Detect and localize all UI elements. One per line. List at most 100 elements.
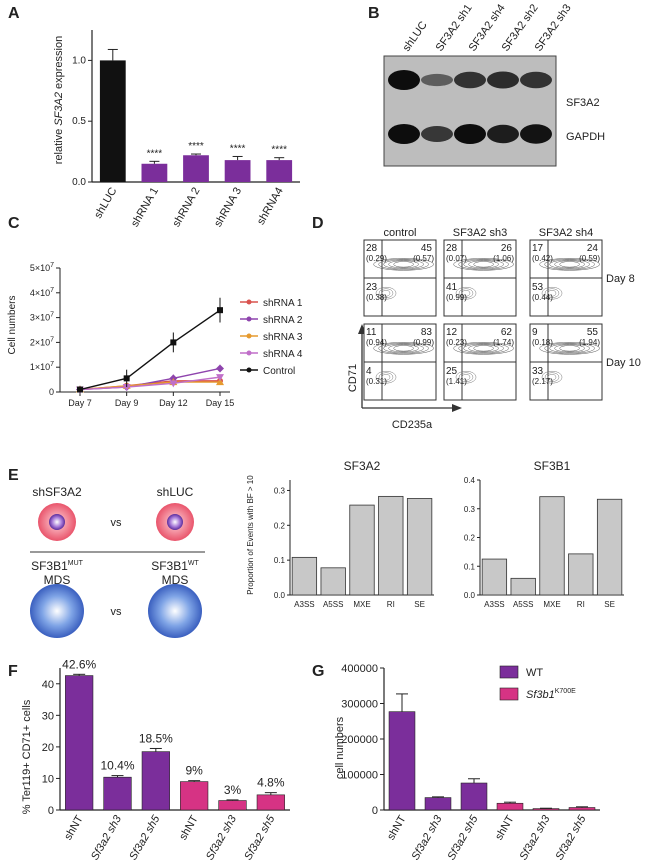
panel-e-bar [406, 498, 433, 596]
flow-contour [458, 342, 509, 354]
panel-f-bar [65, 675, 94, 811]
band-sf3a2 [487, 71, 519, 89]
panel-f-x-tick-label: shNT [62, 813, 86, 842]
panel-a-bar [141, 163, 168, 182]
legend-label: shRNA 1 [263, 298, 303, 309]
panel-a-bar [99, 60, 126, 182]
sf3b1-wt-sup: WT [188, 560, 200, 567]
panel-e-y-axis-label: Proportion of Events with BF > 10 [246, 475, 255, 595]
flow-contour [455, 286, 477, 300]
panel-d-flow-cytometry: CD71 CD235a control SF3A2 sh3 SF3A2 sh4 Day… [347, 227, 641, 431]
panel-f-value-label: 10.4% [100, 759, 134, 773]
flow-contour [393, 261, 414, 268]
panel-f-x-tick-label: Sf3a2 sh3 [204, 813, 240, 863]
flow-contour [388, 344, 419, 353]
flow-contour [554, 260, 585, 269]
quadrant-tr-value: 26 [501, 243, 513, 254]
panel-g-y-tick-label: 100000 [341, 770, 378, 782]
series-marker [170, 339, 177, 346]
panel-c-line-chart: Cell numbers 01×1072×1073×1074×1075×107D… [7, 262, 303, 408]
series-marker [123, 375, 130, 382]
band-gapdh [520, 124, 552, 144]
flow-contour [373, 258, 434, 271]
sf3b1-mut-name: SF3B1 [31, 559, 68, 573]
panel-c-y-tick-label: 0 [49, 387, 54, 397]
panel-e-y-tick-label: 0.3 [464, 505, 476, 514]
quadrant-tl-value: 17 [532, 243, 544, 254]
quadrant-bl-value: 23 [366, 282, 378, 293]
panel-e-chart-title: SF3A2 [344, 459, 381, 473]
series-marker [216, 364, 224, 373]
label-shsf3a2: shSF3A2 [32, 485, 82, 499]
panel-e-x-tick-label: A3SS [294, 600, 314, 609]
flow-contour [541, 286, 563, 300]
series-marker [216, 374, 224, 382]
flow-contour [463, 343, 504, 353]
panel-e-y-tick-label: 0.1 [274, 556, 286, 565]
legend-label: Control [263, 366, 295, 377]
panel-c-y-tick-label: 2×107 [30, 336, 54, 347]
panel-f-bar [103, 776, 132, 811]
panel-e-bar-charts: Proportion of Events with BF > 10 SF3A2 0… [246, 459, 624, 609]
legend-name: Sf3b1 [526, 689, 555, 701]
panel-f-y-tick-label: 20 [42, 742, 54, 754]
panel-e-x-tick-label: A3SS [484, 600, 504, 609]
panel-f-y-tick-label: 10 [42, 773, 54, 785]
legend-superscript: K700E [555, 688, 576, 695]
panel-label-c: C [8, 215, 20, 232]
sf3b1-wt-name: SF3B1 [151, 559, 188, 573]
tick-base: 1×10 [30, 362, 50, 372]
panel-f-value-label: 18.5% [139, 731, 173, 745]
flow-contour [455, 370, 477, 384]
series-marker [216, 378, 224, 386]
flow-contour [468, 344, 499, 353]
panel-f-bar [218, 800, 247, 811]
panel-d-x-axis-label: CD235a [392, 419, 433, 431]
panel-e-chart-title: SF3B1 [534, 459, 571, 473]
band-sf3a2 [520, 71, 552, 89]
panel-a-x-tick-label: shRNA4 [255, 186, 286, 227]
label-shluc: shLUC [157, 485, 194, 499]
panel-e-y-tick-label: 0.4 [464, 476, 476, 485]
tick-exponent: 7 [50, 287, 54, 294]
panel-a-bar [224, 160, 251, 182]
band-gapdh [421, 126, 453, 142]
legend-swatch-marker [246, 333, 252, 339]
legend-label: WT [526, 667, 543, 679]
panel-g-bar [424, 797, 452, 811]
quadrant-tr-value: 62 [501, 327, 513, 338]
flow-contour [393, 345, 414, 352]
vs-text-top: vs [111, 517, 123, 529]
flow-day-label: Day 8 [606, 273, 635, 285]
label-sf3b1-wt: SF3B1WT [151, 559, 199, 573]
flow-contour [383, 343, 424, 353]
quadrant-bl-pct: (1.41) [446, 377, 467, 386]
panel-a-y-axis-label: relative SF3A2 expression [53, 36, 65, 164]
band-gapdh [487, 124, 519, 144]
panel-d-y-axis-label: CD71 [347, 364, 359, 392]
cell-icon-sf3b1-mut [30, 584, 84, 638]
panel-g-x-tick-label: shNT [385, 813, 409, 842]
flow-contour [383, 259, 424, 269]
panel-e-bar [320, 567, 346, 596]
panel-e-bar [568, 553, 594, 596]
tick-base: 2×10 [30, 337, 50, 347]
flow-column-title: SF3A2 sh3 [453, 227, 507, 239]
series-marker [77, 386, 83, 393]
quadrant-tl-pct: (0.42) [532, 254, 553, 263]
flow-contour [473, 261, 494, 268]
flow-contour [544, 288, 560, 298]
panel-e-x-tick-label: RI [387, 600, 395, 609]
band-label-gapdh: GAPDH [566, 131, 605, 143]
cell-icon-sf3b1-wt [148, 584, 202, 638]
flow-contour [559, 261, 580, 268]
panel-e-x-tick-label: A5SS [323, 600, 343, 609]
band-gapdh [454, 124, 486, 144]
quadrant-tl-value: 12 [446, 327, 458, 338]
tick-exponent: 7 [50, 262, 54, 269]
flow-contour [544, 258, 595, 270]
quadrant-bl-pct: (0.44) [532, 293, 553, 302]
panel-g-x-tick-label: Sf3a2 sh3 [409, 813, 445, 863]
